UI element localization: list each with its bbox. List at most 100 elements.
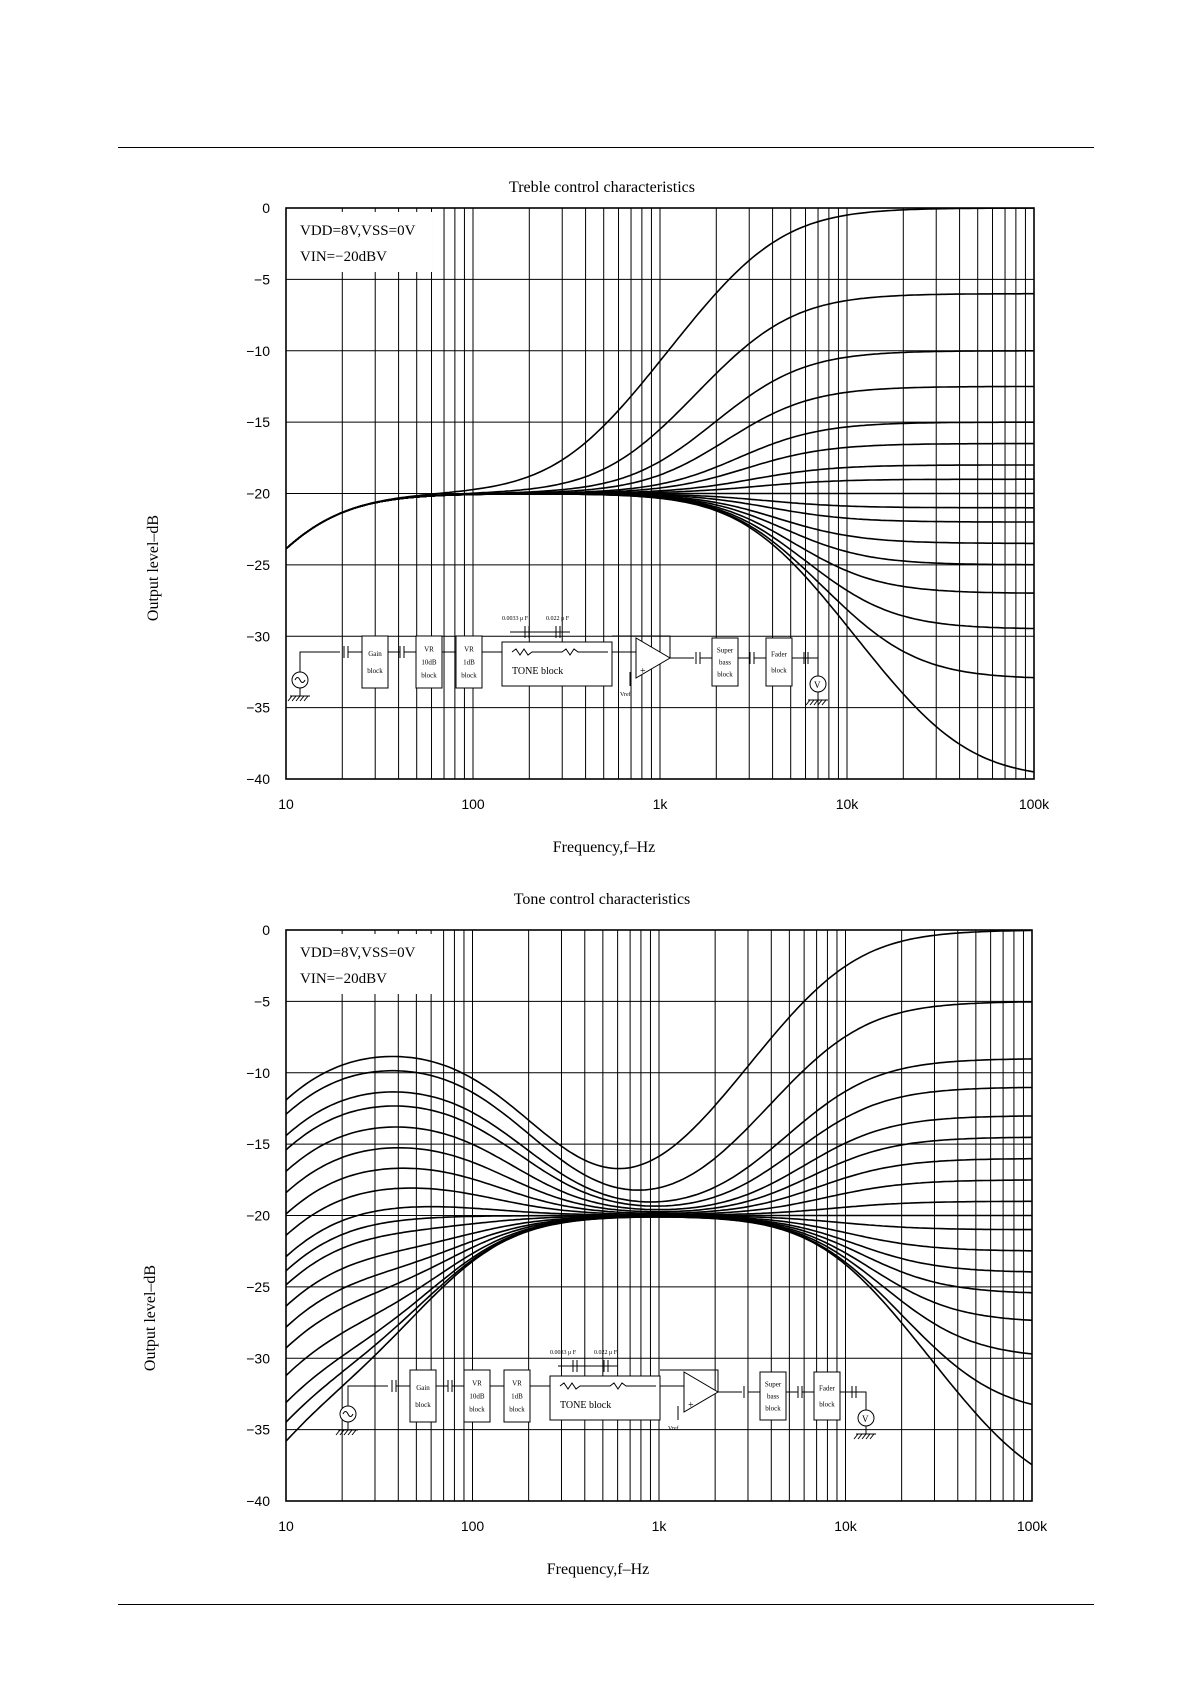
treble-circuit-diagram: Gain block VR 10dB block VR 1dB block TONE block… bbox=[287, 616, 828, 706]
y-tick-label: −5 bbox=[254, 271, 270, 287]
circuit-vr10-block-label: VR bbox=[424, 646, 434, 654]
circuit-superbass-block-label: bass bbox=[767, 1393, 779, 1401]
circuit-fader-block: Fader block bbox=[765, 637, 793, 687]
footer-rule bbox=[118, 1604, 1094, 1605]
circuit-vr1-block-label: block bbox=[461, 672, 477, 680]
treble-chart-series bbox=[286, 208, 1034, 773]
y-tick-label: −30 bbox=[246, 628, 270, 644]
treble-chart-x-ticks: 10 100 1k 10k 100k bbox=[278, 796, 1050, 812]
circuit-vr1-block-label: VR bbox=[464, 646, 474, 654]
circuit-superbass-block-label: block bbox=[717, 671, 733, 679]
tone-chart-title: Tone control characteristics bbox=[514, 891, 691, 908]
y-tick-label: −35 bbox=[246, 1422, 270, 1438]
circuit-voltmeter-symbol: V bbox=[814, 680, 821, 690]
circuit-vr1-block: VR 1dB block bbox=[503, 1369, 531, 1423]
treble-chart-y-ticks: 0 −5 −10 −15 −20 −25 −30 −35 −40 bbox=[246, 200, 270, 787]
circuit-fader-block-label: block bbox=[819, 1401, 835, 1409]
circuit-tone-block-label: TONE block bbox=[560, 1400, 611, 1411]
circuit-tone-block-label: TONE block bbox=[512, 666, 563, 677]
series-curve bbox=[286, 930, 1032, 1170]
circuit-vr10-block-label: 10dB bbox=[421, 659, 437, 667]
y-tick-label: −5 bbox=[254, 993, 270, 1009]
y-tick-label: −20 bbox=[246, 1208, 270, 1224]
treble-chart-title: Treble control characteristics bbox=[509, 179, 695, 196]
y-tick-label: −15 bbox=[246, 414, 270, 430]
y-tick-label: −10 bbox=[246, 1065, 270, 1081]
circuit-gain-block: Gain block bbox=[361, 635, 389, 689]
x-tick-label: 1k bbox=[652, 1518, 668, 1534]
circuit-superbass-block-label: bass bbox=[719, 659, 731, 667]
tone-chart-y-ticks: 0 −5 −10 −15 −20 −25 −30 −35 −40 bbox=[246, 922, 270, 1509]
circuit-vr10-block: VR 10dB block bbox=[463, 1369, 491, 1423]
circuit-cap1-label: 0.0033 μ F bbox=[550, 1350, 577, 1356]
y-tick-label: −20 bbox=[246, 486, 270, 502]
tone-chart: Tone control characteristics 0 −5 −10 −15 −2… bbox=[142, 891, 1048, 1578]
series-curve bbox=[286, 1136, 1032, 1213]
tone-cond-box bbox=[292, 934, 432, 994]
series-curve bbox=[286, 1058, 1032, 1203]
circuit-cap2-label: 0.022 μ F bbox=[594, 1350, 618, 1356]
circuit-superbass-block: Super bass block bbox=[759, 1371, 787, 1421]
circuit-vr10-block-label: block bbox=[421, 672, 437, 680]
circuit-vref-label: Vref bbox=[668, 1425, 679, 1432]
x-tick-label: 10 bbox=[278, 796, 294, 812]
series-curve bbox=[286, 1157, 1032, 1215]
y-tick-label: −15 bbox=[246, 1136, 270, 1152]
y-tick-label: −40 bbox=[246, 1493, 270, 1509]
y-tick-label: 0 bbox=[262, 200, 270, 216]
treble-cond-box bbox=[292, 212, 432, 272]
circuit-voltmeter-symbol: V bbox=[862, 1414, 869, 1424]
circuit-fader-block: Fader block bbox=[813, 1371, 841, 1421]
y-tick-label: −35 bbox=[246, 700, 270, 716]
series-curve bbox=[286, 1115, 1032, 1211]
circuit-superbass-block: Super bass block bbox=[711, 637, 739, 687]
x-tick-label: 100 bbox=[461, 1518, 485, 1534]
tone-cond-supply: VDD=8V,VSS=0V bbox=[300, 945, 416, 961]
tone-circuit-diagram: Gain block VR 10dB block VR 1dB block TONE block… bbox=[335, 1350, 876, 1440]
circuit-vref-label: Vref bbox=[620, 691, 631, 698]
x-tick-label: 100k bbox=[1019, 796, 1050, 812]
circuit-vr10-block-label: block bbox=[469, 1406, 485, 1414]
opamp-plus: + bbox=[688, 1400, 694, 1411]
y-tick-label: −25 bbox=[246, 557, 270, 573]
circuit-gain-block-label: block bbox=[367, 667, 383, 675]
series-curve bbox=[286, 1216, 1032, 1466]
series-curve bbox=[286, 493, 1034, 773]
series-curve bbox=[286, 1001, 1032, 1191]
circuit-fader-block-label: block bbox=[771, 667, 787, 675]
circuit-vr1-block: VR 1dB block bbox=[455, 635, 483, 689]
tone-chart-xlabel: Frequency,f–Hz bbox=[547, 1561, 649, 1578]
tone-chart-x-ticks: 10 100 1k 10k 100k bbox=[278, 1518, 1048, 1534]
header-rule bbox=[118, 147, 1094, 148]
series-curve bbox=[286, 1086, 1032, 1207]
circuit-superbass-block-label: block bbox=[765, 1405, 781, 1413]
circuit-vr10-block: VR 10dB block bbox=[415, 635, 443, 689]
circuit-superbass-block-label: Super bbox=[765, 1381, 782, 1389]
x-tick-label: 10 bbox=[278, 1518, 294, 1534]
treble-cond-supply: VDD=8V,VSS=0V bbox=[300, 223, 416, 239]
circuit-vr1-block-label: 1dB bbox=[511, 1393, 523, 1401]
circuit-gain-block-label: block bbox=[415, 1401, 431, 1409]
y-tick-label: −30 bbox=[246, 1350, 270, 1366]
circuit-vr1-block-label: VR bbox=[512, 1380, 522, 1388]
circuit-gain-block-label: Gain bbox=[368, 650, 382, 658]
circuit-fader-block-label: Fader bbox=[771, 651, 788, 659]
x-tick-label: 1k bbox=[653, 796, 669, 812]
x-tick-label: 100 bbox=[461, 796, 485, 812]
circuit-superbass-block-label: Super bbox=[717, 647, 734, 655]
x-tick-label: 100k bbox=[1017, 1518, 1048, 1534]
opamp-plus: + bbox=[640, 666, 646, 677]
circuit-gain-block-label: Gain bbox=[416, 1384, 430, 1392]
tone-chart-ylabel: Output level–dB bbox=[142, 1265, 159, 1371]
circuit-gain-block: Gain block bbox=[409, 1369, 437, 1423]
treble-chart: Treble control characteristics 0 −5 −10 −15… bbox=[145, 179, 1050, 856]
y-tick-label: −10 bbox=[246, 343, 270, 359]
circuit-cap1-label: 0.0033 μ F bbox=[502, 616, 529, 622]
circuit-vr10-block-label: VR bbox=[472, 1380, 482, 1388]
y-tick-label: −25 bbox=[246, 1279, 270, 1295]
tone-cond-input: VIN=−20dBV bbox=[300, 971, 387, 987]
circuit-cap2-label: 0.022 μ F bbox=[546, 616, 570, 622]
x-tick-label: 10k bbox=[836, 796, 860, 812]
circuit-vr1-block-label: block bbox=[509, 1406, 525, 1414]
treble-chart-ylabel: Output level–dB bbox=[145, 515, 162, 621]
